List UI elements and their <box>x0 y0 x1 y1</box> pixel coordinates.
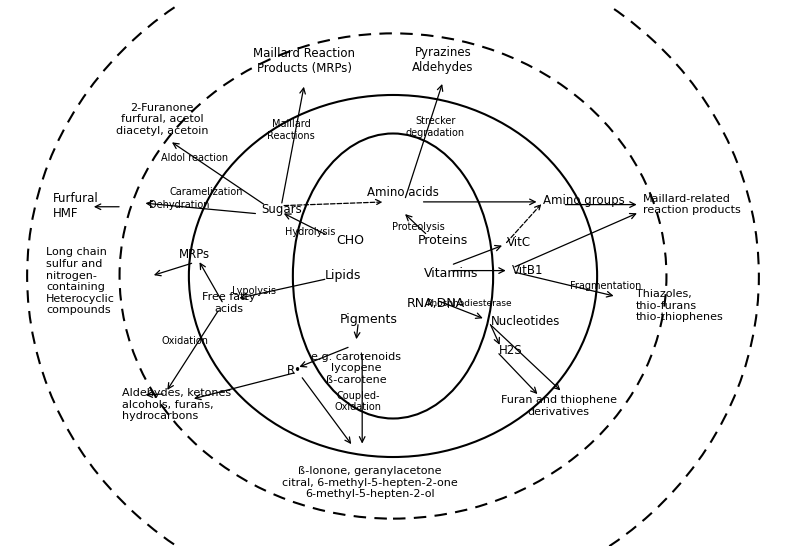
Text: Proteolysis: Proteolysis <box>392 222 445 232</box>
Text: Oxidation: Oxidation <box>162 336 208 346</box>
Text: Nucleotides: Nucleotides <box>490 316 560 328</box>
Text: Thiazoles,
thio-furans
thio-thiophenes: Thiazoles, thio-furans thio-thiophenes <box>636 289 723 322</box>
Text: Amino groups: Amino groups <box>543 194 625 207</box>
Text: VitC: VitC <box>507 236 531 249</box>
Text: Aldol reaction: Aldol reaction <box>160 153 228 163</box>
Text: RNA,DNA: RNA,DNA <box>406 296 465 310</box>
Text: VitB1: VitB1 <box>512 264 544 277</box>
Text: Fragmentation: Fragmentation <box>570 281 641 291</box>
Text: Phosphodiesterase: Phosphodiesterase <box>426 299 512 307</box>
Text: Hydrolysis: Hydrolysis <box>285 227 335 237</box>
Text: Caramelization: Caramelization <box>170 187 244 197</box>
Text: 2-Furanone
furfural, acetol
diacetyl, acetoin: 2-Furanone furfural, acetol diacetyl, ac… <box>116 103 208 136</box>
Text: ß-Ionone, geranylacetone
citral, 6-methyl-5-hepten-2-one
6-methyl-5-hepten-2-ol: ß-Ionone, geranylacetone citral, 6-methy… <box>282 466 457 499</box>
Text: Vitamins: Vitamins <box>424 267 478 280</box>
Text: R•: R• <box>287 364 302 377</box>
Text: Sugars: Sugars <box>261 204 302 216</box>
Text: Pigments: Pigments <box>340 313 397 326</box>
Text: Pyrazines
Aldehydes: Pyrazines Aldehydes <box>413 46 474 73</box>
Text: H2S: H2S <box>499 344 523 357</box>
Text: Amino acids: Amino acids <box>367 185 439 199</box>
Text: Aldehydes, ketones
alcohols, furans,
hydrocarbons: Aldehydes, ketones alcohols, furans, hyd… <box>122 388 231 421</box>
Text: Maillard-related
reaction products: Maillard-related reaction products <box>644 194 741 215</box>
Text: Dehydration: Dehydration <box>149 200 209 210</box>
Text: Strecker
degradation: Strecker degradation <box>406 116 465 138</box>
Text: Furfural
HMF: Furfural HMF <box>53 192 98 220</box>
Text: Coupled-
Oxidation: Coupled- Oxidation <box>335 391 382 412</box>
Text: Maillard
Reactions: Maillard Reactions <box>267 119 315 141</box>
Text: Furan and thiophene
derivatives: Furan and thiophene derivatives <box>501 395 616 417</box>
Text: e.g. carotenoids
lycopene
ß-carotene: e.g. carotenoids lycopene ß-carotene <box>311 352 401 385</box>
Text: Lipids: Lipids <box>325 269 361 283</box>
Text: MRPs: MRPs <box>178 248 210 261</box>
Text: Lypolysis: Lypolysis <box>233 286 277 296</box>
Text: Maillard Reaction
Products (MRPs): Maillard Reaction Products (MRPs) <box>253 47 355 75</box>
Text: Proteins: Proteins <box>418 235 468 247</box>
Text: Free fatty
acids: Free fatty acids <box>202 292 255 314</box>
Text: CHO: CHO <box>336 235 365 247</box>
Text: Long chain
sulfur and
nitrogen-
containing
Heterocyclic
compounds: Long chain sulfur and nitrogen- containi… <box>46 247 116 315</box>
